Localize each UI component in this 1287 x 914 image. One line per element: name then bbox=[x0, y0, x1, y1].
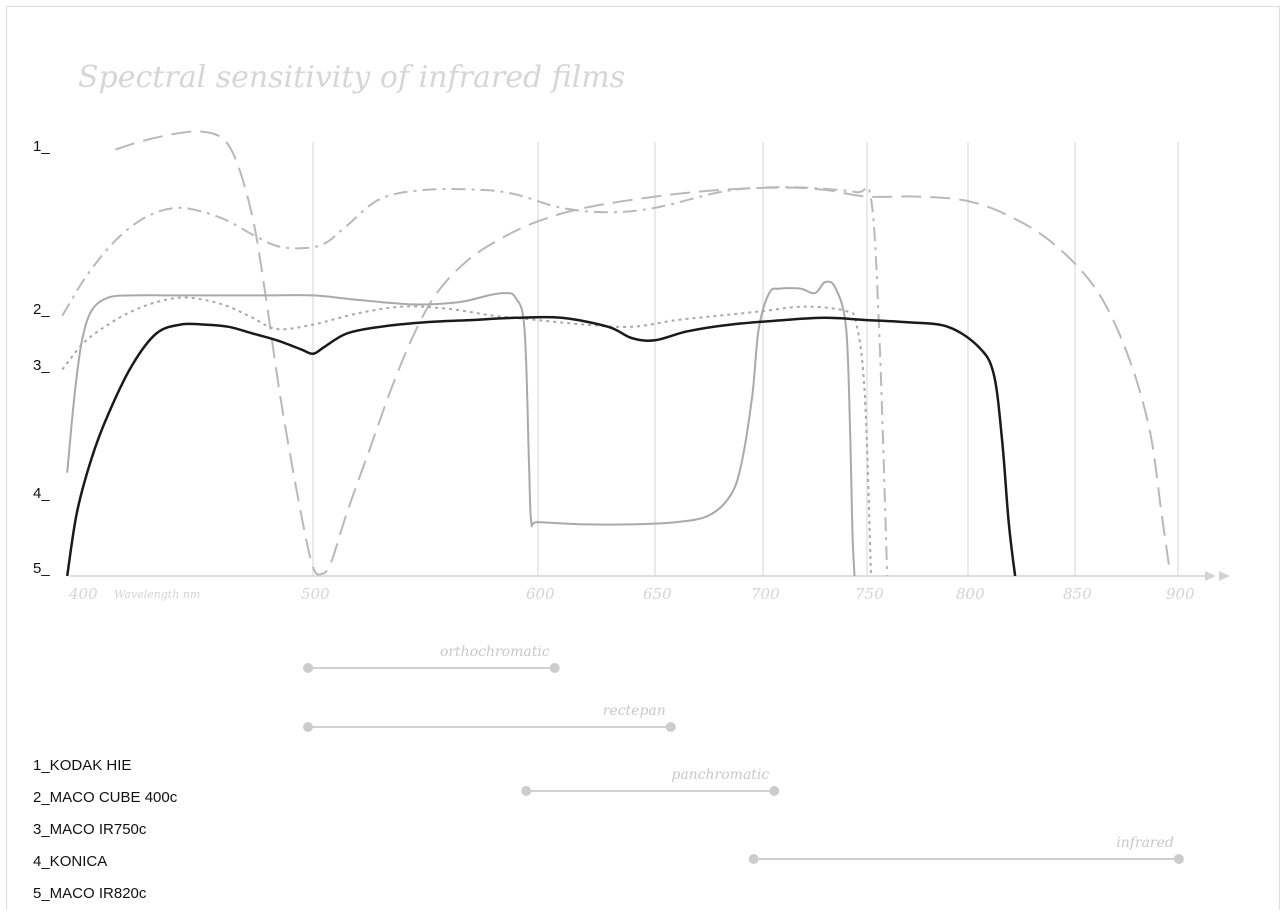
grid-lines bbox=[312, 142, 1179, 576]
legend-item: 1_KODAK HIE bbox=[33, 757, 132, 774]
series-y-label: 4_ bbox=[33, 485, 50, 502]
range-end-dot-icon bbox=[769, 786, 780, 796]
x-tick-label: 850 bbox=[1063, 585, 1092, 603]
x-tick-label: 600 bbox=[526, 585, 555, 603]
chart-title: Spectral sensitivity of infrared films bbox=[78, 60, 625, 95]
series-lines bbox=[61, 130, 1171, 577]
range-start-dot-icon bbox=[303, 722, 313, 732]
range-end-dot-icon bbox=[549, 663, 560, 673]
legend-item: 5_MACO IR820c bbox=[33, 885, 147, 902]
range-bar: infrared bbox=[748, 835, 1184, 864]
range-start-dot-icon bbox=[303, 663, 313, 673]
series-line-3 bbox=[61, 296, 872, 577]
series-line-1 bbox=[115, 130, 1171, 576]
range-end-dot-icon bbox=[1173, 854, 1184, 864]
range-start-dot-icon bbox=[748, 854, 759, 864]
range-bar: orthochromatic bbox=[303, 644, 560, 673]
x-tick-label: 800 bbox=[956, 585, 985, 603]
legend-item: 3_MACO IR750c bbox=[33, 821, 147, 838]
range-label: panchromatic bbox=[671, 767, 769, 783]
x-tick-label: 900 bbox=[1166, 585, 1195, 603]
x-tick-label: 750 bbox=[855, 585, 884, 603]
legend-item: 2_MACO CUBE 400c bbox=[33, 789, 178, 806]
x-tick-label: 650 bbox=[643, 585, 672, 603]
film-type-ranges: orthochromatic rectepan panchromatic infrar… bbox=[303, 644, 1184, 864]
series-y-label: 3_ bbox=[33, 357, 50, 374]
series-y-label: 5_ bbox=[33, 560, 50, 577]
legend-item: 4_KONICA bbox=[33, 853, 108, 870]
x-axis: 400 500 600 650 700 750 800 850 900 Wavelength nm bbox=[68, 571, 1230, 603]
range-start-dot-icon bbox=[521, 786, 532, 796]
series-y-label: 1_ bbox=[33, 138, 50, 155]
range-bar: panchromatic bbox=[521, 767, 780, 796]
range-label: infrared bbox=[1116, 835, 1174, 851]
series-line-4 bbox=[66, 280, 856, 577]
x-tick-label: 400 bbox=[68, 585, 98, 603]
x-tick-label: 500 bbox=[301, 585, 330, 603]
axis-arrow-icon bbox=[1219, 571, 1230, 581]
series-line-2 bbox=[61, 186, 889, 577]
x-tick-label: 700 bbox=[751, 585, 780, 603]
series-y-label: 2_ bbox=[33, 301, 50, 318]
range-label: orthochromatic bbox=[440, 644, 550, 660]
x-axis-label: Wavelength nm bbox=[114, 588, 200, 601]
series-y-labels: 1_ 2_ 3_ 4_ 5_ bbox=[33, 138, 50, 577]
range-end-dot-icon bbox=[665, 722, 676, 732]
range-label: rectepan bbox=[603, 703, 666, 719]
series-line-5 bbox=[65, 315, 1017, 577]
range-bar: rectepan bbox=[303, 703, 676, 732]
axis-arrow-icon bbox=[1205, 571, 1216, 581]
chart-frame bbox=[6, 6, 1280, 910]
